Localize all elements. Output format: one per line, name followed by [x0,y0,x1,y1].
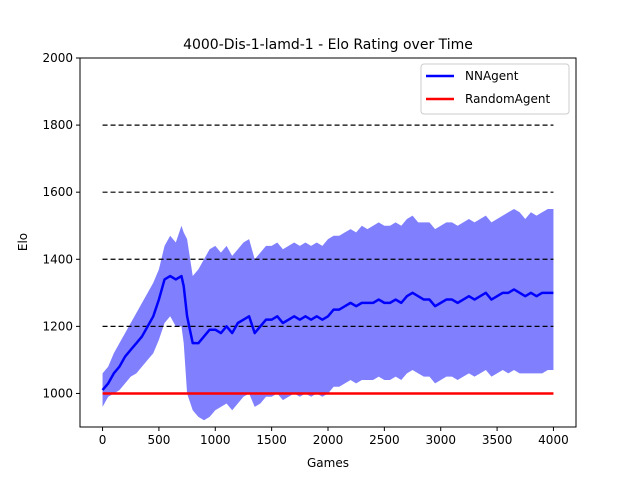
legend-label-RandomAgent: RandomAgent [465,92,550,106]
y-tick-label: 1800 [42,118,73,132]
legend-label-NNAgent: NNAgent [465,69,519,83]
y-tick-label: 1600 [42,185,73,199]
y-axis-label: Elo [16,233,30,251]
axis-ticks: 0 500 1000 1500 2000 2500 3000 3500 4000 1000 1200… [42,51,568,447]
x-tick-label: 0 [99,433,107,447]
reference-lines [102,124,554,327]
x-axis-label: Games [307,456,349,470]
y-tick-label: 1400 [42,252,73,266]
series-line-NNAgent [101,274,554,391]
x-tick-label: 4000 [538,433,569,447]
y-tick-label: 1200 [42,319,73,333]
x-tick-label: 500 [147,433,170,447]
x-tick-label: 3000 [425,433,456,447]
y-tick-label: 1000 [42,386,73,400]
chart-title: 4000-Dis-1-lamd-1 - Elo Rating over Time [183,37,473,53]
y-tick-label: 2000 [42,51,73,65]
legend: NNAgent RandomAgent [420,63,570,115]
legend-box [420,63,570,115]
x-tick-label: 3500 [482,433,513,447]
x-tick-label: 2500 [369,433,400,447]
series-layer [101,274,554,395]
x-tick-label: 1000 [200,433,231,447]
x-tick-label: 2000 [313,433,344,447]
x-tick-label: 1500 [256,433,287,447]
